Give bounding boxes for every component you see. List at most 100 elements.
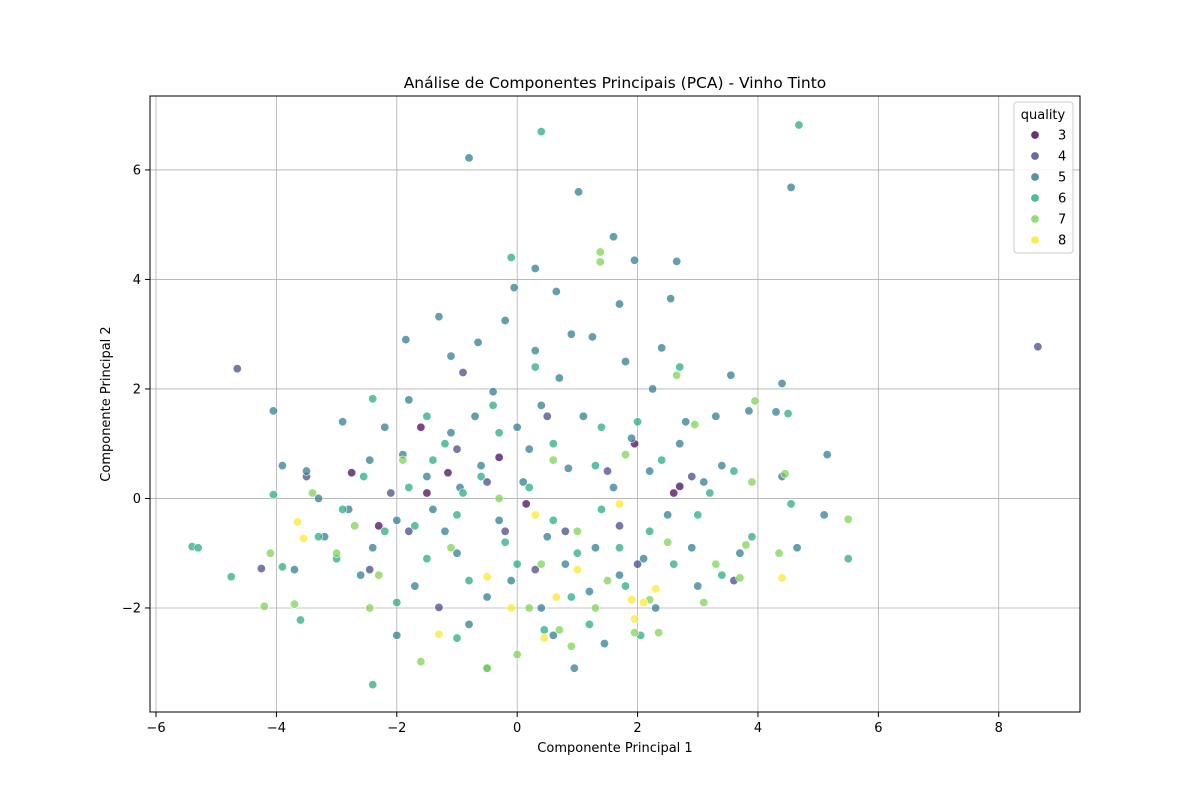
data-point-quality-5 bbox=[289, 565, 299, 575]
data-point-quality-5 bbox=[368, 543, 378, 553]
data-point-quality-5 bbox=[608, 232, 618, 242]
data-point-quality-5 bbox=[648, 384, 658, 394]
legend-marker-4 bbox=[1030, 151, 1040, 161]
data-point-quality-3 bbox=[521, 499, 531, 509]
data-point-quality-5 bbox=[584, 587, 594, 597]
data-point-quality-5 bbox=[464, 619, 474, 629]
data-point-quality-7 bbox=[374, 570, 384, 580]
data-point-quality-5 bbox=[578, 411, 588, 421]
data-point-quality-6 bbox=[633, 417, 643, 427]
y-axis-title: Componente Principal 2 bbox=[99, 326, 114, 481]
data-point-quality-8 bbox=[298, 533, 308, 543]
data-point-quality-6 bbox=[548, 439, 558, 449]
data-point-quality-5 bbox=[392, 515, 402, 525]
data-point-quality-5 bbox=[536, 400, 546, 410]
x-tick-label: 8 bbox=[995, 721, 1003, 736]
data-point-quality-8 bbox=[651, 584, 661, 594]
y-tick-label: −2 bbox=[122, 601, 141, 616]
data-point-quality-8 bbox=[292, 517, 302, 527]
data-point-quality-5 bbox=[551, 286, 561, 296]
data-point-quality-6 bbox=[729, 466, 739, 476]
data-point-quality-5 bbox=[621, 357, 631, 367]
data-point-quality-5 bbox=[404, 395, 414, 405]
data-point-quality-6 bbox=[368, 680, 378, 690]
data-point-quality-6 bbox=[422, 411, 432, 421]
data-point-quality-5 bbox=[699, 477, 709, 487]
data-point-quality-5 bbox=[452, 548, 462, 558]
data-point-quality-6 bbox=[669, 559, 679, 569]
data-point-quality-7 bbox=[663, 537, 673, 547]
data-point-quality-3 bbox=[347, 468, 357, 478]
data-point-quality-7 bbox=[332, 548, 342, 558]
data-point-quality-6 bbox=[428, 455, 438, 465]
data-point-quality-5 bbox=[657, 343, 667, 353]
data-point-quality-6 bbox=[380, 526, 390, 536]
data-point-quality-7 bbox=[350, 521, 360, 531]
data-point-quality-6 bbox=[783, 409, 793, 419]
data-point-quality-5 bbox=[786, 182, 796, 192]
data-point-quality-5 bbox=[542, 532, 552, 542]
data-point-quality-5 bbox=[792, 543, 802, 553]
data-point-quality-4 bbox=[500, 526, 510, 536]
data-point-quality-5 bbox=[560, 559, 570, 569]
data-point-quality-6 bbox=[506, 253, 516, 263]
data-point-quality-8 bbox=[630, 614, 640, 624]
data-point-quality-5 bbox=[819, 510, 829, 520]
data-point-quality-5 bbox=[500, 315, 510, 325]
x-axis-ticks: −6 −4 −2 0 2 4 6 8 bbox=[146, 712, 1003, 736]
data-point-quality-8 bbox=[627, 595, 637, 605]
data-point-quality-4 bbox=[232, 364, 242, 374]
data-point-quality-5 bbox=[615, 570, 625, 580]
data-point-quality-4 bbox=[404, 526, 414, 536]
legend-marker-3 bbox=[1030, 130, 1040, 140]
data-point-quality-5 bbox=[482, 592, 492, 602]
data-point-quality-5 bbox=[464, 153, 474, 163]
data-point-quality-7 bbox=[699, 597, 709, 607]
data-point-quality-6 bbox=[494, 428, 504, 438]
data-point-quality-6 bbox=[277, 562, 287, 572]
data-point-quality-5 bbox=[777, 378, 787, 388]
data-point-quality-8 bbox=[539, 633, 549, 643]
legend-marker-6 bbox=[1030, 193, 1040, 203]
data-point-quality-5 bbox=[524, 444, 534, 454]
data-point-quality-5 bbox=[771, 407, 781, 417]
data-point-quality-5 bbox=[530, 346, 540, 356]
data-point-quality-7 bbox=[289, 599, 299, 609]
data-point-quality-7 bbox=[566, 641, 576, 651]
data-point-quality-6 bbox=[295, 615, 305, 625]
x-tick-label: 0 bbox=[513, 721, 521, 736]
data-point-quality-8 bbox=[506, 603, 516, 613]
data-point-quality-5 bbox=[627, 433, 637, 443]
data-point-quality-7 bbox=[572, 526, 582, 536]
data-point-quality-5 bbox=[569, 663, 579, 673]
data-point-quality-6 bbox=[572, 548, 582, 558]
y-tick-label: 2 bbox=[133, 382, 141, 397]
data-point-quality-4 bbox=[542, 411, 552, 421]
data-point-quality-5 bbox=[410, 581, 420, 591]
data-point-quality-6 bbox=[410, 521, 420, 531]
data-point-quality-5 bbox=[566, 329, 576, 339]
data-point-quality-6 bbox=[452, 510, 462, 520]
data-point-quality-8 bbox=[530, 510, 540, 520]
data-point-quality-5 bbox=[476, 461, 486, 471]
data-point-quality-6 bbox=[338, 504, 348, 514]
data-point-quality-7 bbox=[654, 628, 664, 638]
data-point-quality-5 bbox=[681, 417, 691, 427]
data-point-quality-5 bbox=[666, 294, 676, 304]
data-point-quality-5 bbox=[434, 312, 444, 322]
data-point-quality-8 bbox=[639, 597, 649, 607]
data-point-quality-6 bbox=[500, 537, 510, 547]
data-point-quality-5 bbox=[268, 406, 278, 416]
data-point-quality-5 bbox=[277, 461, 287, 471]
data-point-quality-5 bbox=[392, 630, 402, 640]
data-point-quality-4 bbox=[482, 477, 492, 487]
data-point-quality-7 bbox=[494, 493, 504, 503]
data-point-quality-5 bbox=[645, 466, 655, 476]
data-point-quality-5 bbox=[365, 455, 375, 465]
data-point-quality-7 bbox=[446, 543, 456, 553]
data-point-quality-5 bbox=[599, 639, 609, 649]
data-point-quality-5 bbox=[506, 576, 516, 586]
data-point-quality-5 bbox=[574, 187, 584, 197]
data-point-quality-7 bbox=[750, 396, 760, 406]
y-tick-label: 4 bbox=[133, 273, 141, 288]
